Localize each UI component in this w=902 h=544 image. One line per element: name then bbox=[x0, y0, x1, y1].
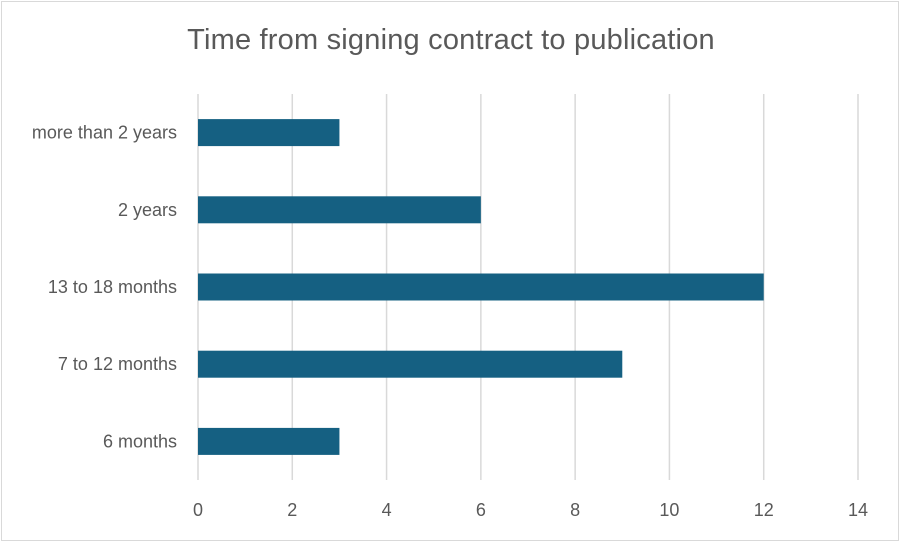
x-tick-label: 2 bbox=[287, 500, 297, 520]
bar bbox=[198, 427, 340, 455]
x-tick-label: 4 bbox=[382, 500, 392, 520]
x-tick-labels: 0 2 4 6 8 10 12 14 bbox=[193, 500, 868, 520]
x-tick-label: 8 bbox=[570, 500, 580, 520]
category-label: 7 to 12 months bbox=[58, 354, 177, 374]
category-label: 6 months bbox=[103, 431, 177, 451]
bar bbox=[198, 350, 623, 378]
bar bbox=[198, 119, 340, 147]
x-tick-label: 6 bbox=[476, 500, 486, 520]
x-tick-label: 12 bbox=[754, 500, 774, 520]
bar bbox=[198, 196, 481, 224]
category-label: more than 2 years bbox=[32, 123, 177, 143]
chart-title: Time from signing contract to publicatio… bbox=[187, 24, 715, 56]
category-labels: 6 months 7 to 12 months 13 to 18 months 2 y… bbox=[32, 123, 177, 452]
category-label: 2 years bbox=[118, 200, 177, 220]
x-tick-label: 10 bbox=[659, 500, 679, 520]
bars bbox=[198, 119, 764, 455]
x-tick-label: 14 bbox=[848, 500, 868, 520]
x-tick-label: 0 bbox=[193, 500, 203, 520]
category-label: 13 to 18 months bbox=[48, 277, 177, 297]
bar bbox=[198, 273, 764, 301]
